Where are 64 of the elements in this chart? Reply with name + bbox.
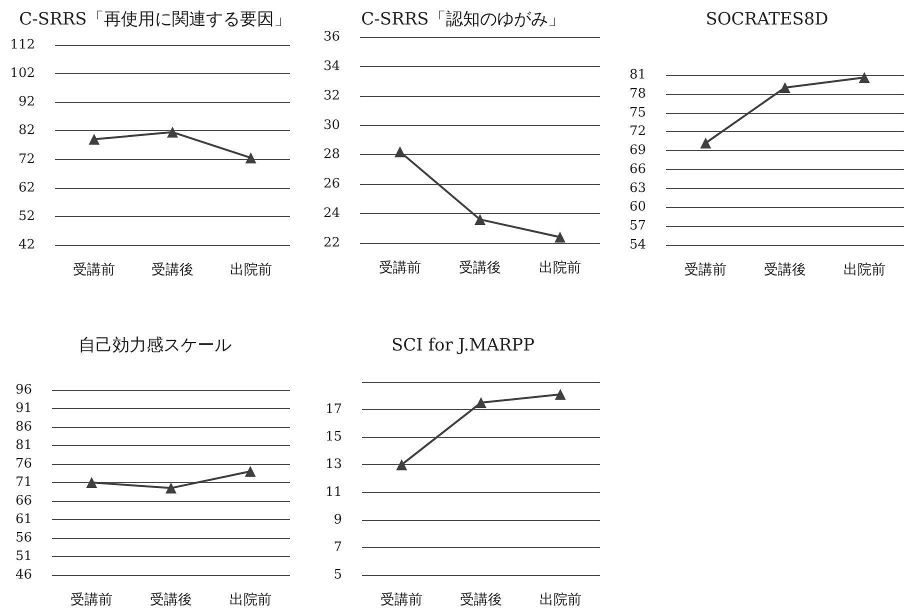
chart-title: C-SRRS「認知のゆがみ」 [361,10,565,30]
y-tick-label: 54 [629,238,646,252]
y-tick-label: 76 [15,456,32,472]
x-tick-label: 受講後 [460,592,502,608]
y-tick-label: 15 [325,430,342,445]
y-tick-label: 78 [629,86,646,102]
chart-title: SCI for J.MARPP [391,336,535,356]
y-tick-label: 57 [629,218,646,234]
y-tick-label: 72 [18,152,35,167]
y-tick-label: 66 [629,162,646,177]
y-tick-label: 102 [10,66,35,82]
y-tick-label: 26 [323,176,340,192]
y-tick-label: 96 [15,382,32,398]
chart-title: C-SRRS「再使用に関連する要因」 [19,10,291,30]
y-tick-label: 92 [18,94,35,110]
y-tick-label: 17 [325,402,342,418]
chart-title: 自己効力感スケール [78,336,232,356]
y-tick-label: 69 [629,143,646,158]
y-tick-label: 22 [323,236,340,250]
x-tick-label: 受講前 [379,260,421,276]
y-tick-label: 5 [334,568,342,582]
x-tick-label: 受講後 [459,260,501,276]
x-tick-label: 出院前 [539,592,582,608]
y-tick-label: 13 [325,457,342,472]
y-tick-label: 112 [10,38,35,52]
y-tick-label: 36 [323,30,340,44]
y-tick-label: 32 [323,88,340,104]
x-tick-label: 受講後 [764,262,806,278]
y-tick-label: 11 [325,484,342,500]
x-tick-label: 出院前 [229,592,272,608]
y-tick-label: 75 [629,105,646,120]
x-tick-label: 受講後 [150,592,192,608]
y-tick-label: 63 [629,180,646,196]
y-tick-label: 28 [323,147,340,162]
x-tick-label: 受講前 [380,592,423,608]
y-tick-label: 62 [18,180,35,196]
y-tick-label: 60 [629,200,646,215]
y-tick-label: 7 [334,540,342,555]
y-tick-label: 72 [629,124,646,140]
y-tick-label: 42 [18,238,35,252]
y-tick-label: 30 [323,118,340,133]
x-tick-label: 受講前 [684,262,727,278]
y-tick-label: 56 [15,530,32,546]
y-tick-label: 51 [15,549,32,564]
y-tick-label: 52 [18,208,35,224]
y-tick-label: 82 [18,123,35,138]
y-tick-label: 91 [15,401,32,416]
y-tick-label: 61 [15,512,32,527]
y-tick-label: 81 [629,68,646,82]
y-tick-label: 81 [15,438,32,453]
x-tick-label: 受講後 [152,262,194,278]
y-tick-label: 66 [15,494,32,508]
chart-title: SOCRATES8D [706,10,828,30]
y-tick-label: 9 [334,512,342,528]
y-tick-label: 86 [15,420,32,434]
y-tick-label: 71 [15,475,32,490]
y-tick-label: 24 [323,206,340,222]
y-tick-label: 46 [15,568,32,582]
x-tick-label: 受講前 [73,262,116,278]
x-tick-label: 出院前 [843,262,886,278]
x-tick-label: 出院前 [539,260,581,276]
x-tick-label: 受講前 [70,592,113,608]
x-tick-label: 出院前 [230,262,272,278]
y-tick-label: 34 [323,58,340,74]
